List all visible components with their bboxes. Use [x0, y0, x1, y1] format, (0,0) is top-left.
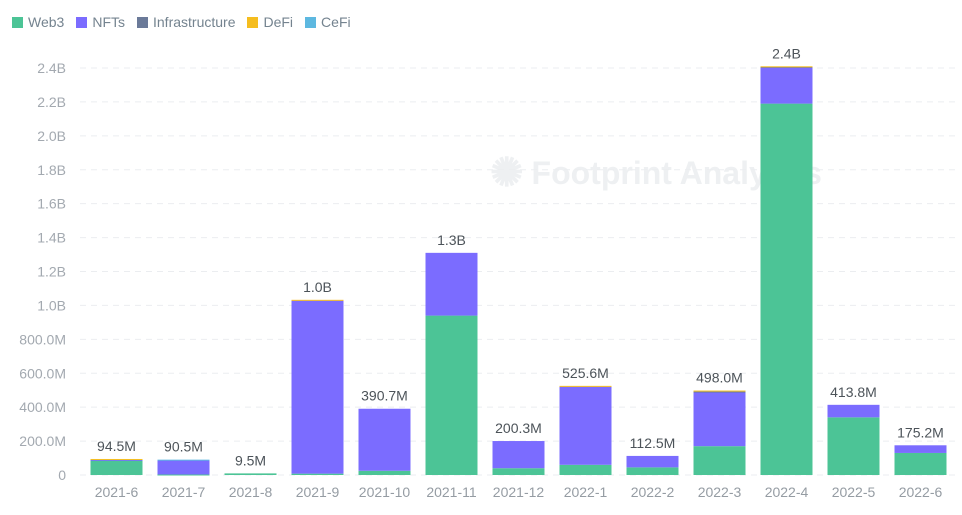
x-tick-label: 2021-11 [426, 484, 477, 500]
legend-item-infrastructure[interactable]: Infrastructure [137, 14, 235, 30]
legend-label: Web3 [28, 14, 65, 30]
bar-segment-web3 [827, 417, 880, 475]
total-data-label: 9.5M [235, 452, 266, 468]
legend-label: Infrastructure [153, 14, 236, 30]
total-data-label: 498.0M [696, 370, 743, 386]
bar-segment-web3 [291, 473, 344, 475]
bar-segment-defi [291, 299, 344, 301]
bar-segment-nfts [291, 300, 344, 474]
total-data-label: 413.8M [830, 384, 877, 400]
bar-segment-nfts [693, 392, 746, 447]
bar-segment-web3 [559, 464, 612, 475]
y-tick-label: 1.6B [37, 196, 66, 212]
bar-segment-nfts [90, 459, 143, 461]
total-data-label: 90.5M [164, 439, 203, 455]
y-tick-label: 2.2B [37, 94, 66, 110]
footprint-logo-icon: ✺ [490, 151, 524, 195]
x-tick-label: 2022-1 [564, 484, 608, 500]
legend-swatch [137, 16, 148, 28]
bar-segment-web3 [157, 474, 210, 476]
bar-segment-web3 [425, 315, 478, 475]
bar-segment-defi [559, 385, 612, 387]
bar-segment-defi [90, 458, 143, 460]
bar-segment-nfts [894, 445, 947, 453]
bar-segment-nfts [760, 67, 813, 104]
total-data-label: 1.0B [303, 279, 332, 295]
y-tick-label: 1.0B [37, 297, 66, 313]
bar-segment-web3 [358, 470, 411, 475]
bar-segment-web3 [894, 452, 947, 475]
legend-swatch [247, 16, 259, 28]
x-tick-label: 2021-8 [229, 484, 273, 500]
y-tick-label: 1.4B [37, 230, 66, 246]
bar-segment-web3 [90, 460, 143, 475]
legend-label: NFTs [92, 14, 125, 30]
bar-segment-nfts [492, 441, 545, 469]
y-tick-label: 600.0M [19, 365, 66, 381]
x-tick-label: 2021-6 [95, 484, 139, 500]
total-data-label: 200.3M [495, 420, 542, 436]
total-data-label: 175.2M [897, 424, 944, 440]
total-data-label: 1.3B [437, 232, 466, 248]
legend-label: DeFi [263, 14, 294, 30]
y-tick-label: 2.4B [37, 60, 66, 76]
bar-segment-web3 [224, 473, 277, 475]
bar-segment-web3 [760, 103, 813, 476]
x-tick-label: 2021-7 [162, 484, 206, 500]
x-tick-label: 2022-6 [899, 484, 943, 500]
x-tick-label: 2022-2 [631, 484, 675, 500]
x-tick-label: 2021-10 [359, 484, 411, 500]
total-data-label: 525.6M [562, 365, 609, 381]
x-tick-label: 2022-3 [698, 484, 742, 500]
legend: Web3 NFTs Infrastructure DeFi CeFi [12, 14, 351, 30]
legend-item-nfts[interactable]: NFTs [76, 14, 125, 30]
bar-segment-nfts [358, 408, 411, 471]
total-data-label: 2.4B [772, 45, 801, 61]
bar-segment-nfts [626, 455, 679, 468]
y-tick-label: 800.0M [19, 331, 66, 347]
x-tick-label: 2021-12 [493, 484, 545, 500]
bar-segment-web3 [626, 467, 679, 475]
total-data-label: 390.7M [361, 388, 408, 404]
legend-item-web3[interactable]: Web3 [12, 14, 64, 30]
bar-segment-defi [760, 66, 813, 68]
bar-segment-nfts [425, 252, 478, 316]
legend-swatch [12, 16, 23, 28]
total-data-label: 94.5M [97, 438, 136, 454]
x-tick-label: 2022-5 [832, 484, 876, 500]
y-tick-label: 400.0M [19, 399, 66, 415]
bar-segment-nfts [157, 460, 210, 475]
y-tick-label: 1.8B [37, 162, 66, 178]
bar-segment-defi [693, 390, 746, 392]
bar-segment-web3 [693, 446, 746, 475]
y-tick-label: 0 [58, 467, 66, 483]
y-tick-label: 2.0B [37, 128, 66, 144]
bar-segment-web3 [492, 468, 545, 475]
total-data-label: 112.5M [630, 435, 676, 451]
bar-segment-nfts [559, 386, 612, 465]
bar-segment-infrastructure [760, 66, 813, 68]
legend-item-defi[interactable]: DeFi [247, 14, 293, 30]
x-tick-label: 2022-4 [765, 484, 809, 500]
y-tick-label: 200.0M [19, 433, 66, 449]
x-tick-label: 2021-9 [296, 484, 340, 500]
legend-label: CeFi [321, 14, 351, 30]
bar-segment-infrastructure [693, 391, 746, 393]
y-tick-label: 1.2B [37, 264, 66, 280]
legend-swatch [76, 16, 88, 28]
bar-segment-cefi [157, 459, 210, 461]
bar-segment-nfts [827, 404, 880, 418]
legend-swatch [305, 16, 317, 28]
legend-item-cefi[interactable]: CeFi [305, 14, 351, 30]
